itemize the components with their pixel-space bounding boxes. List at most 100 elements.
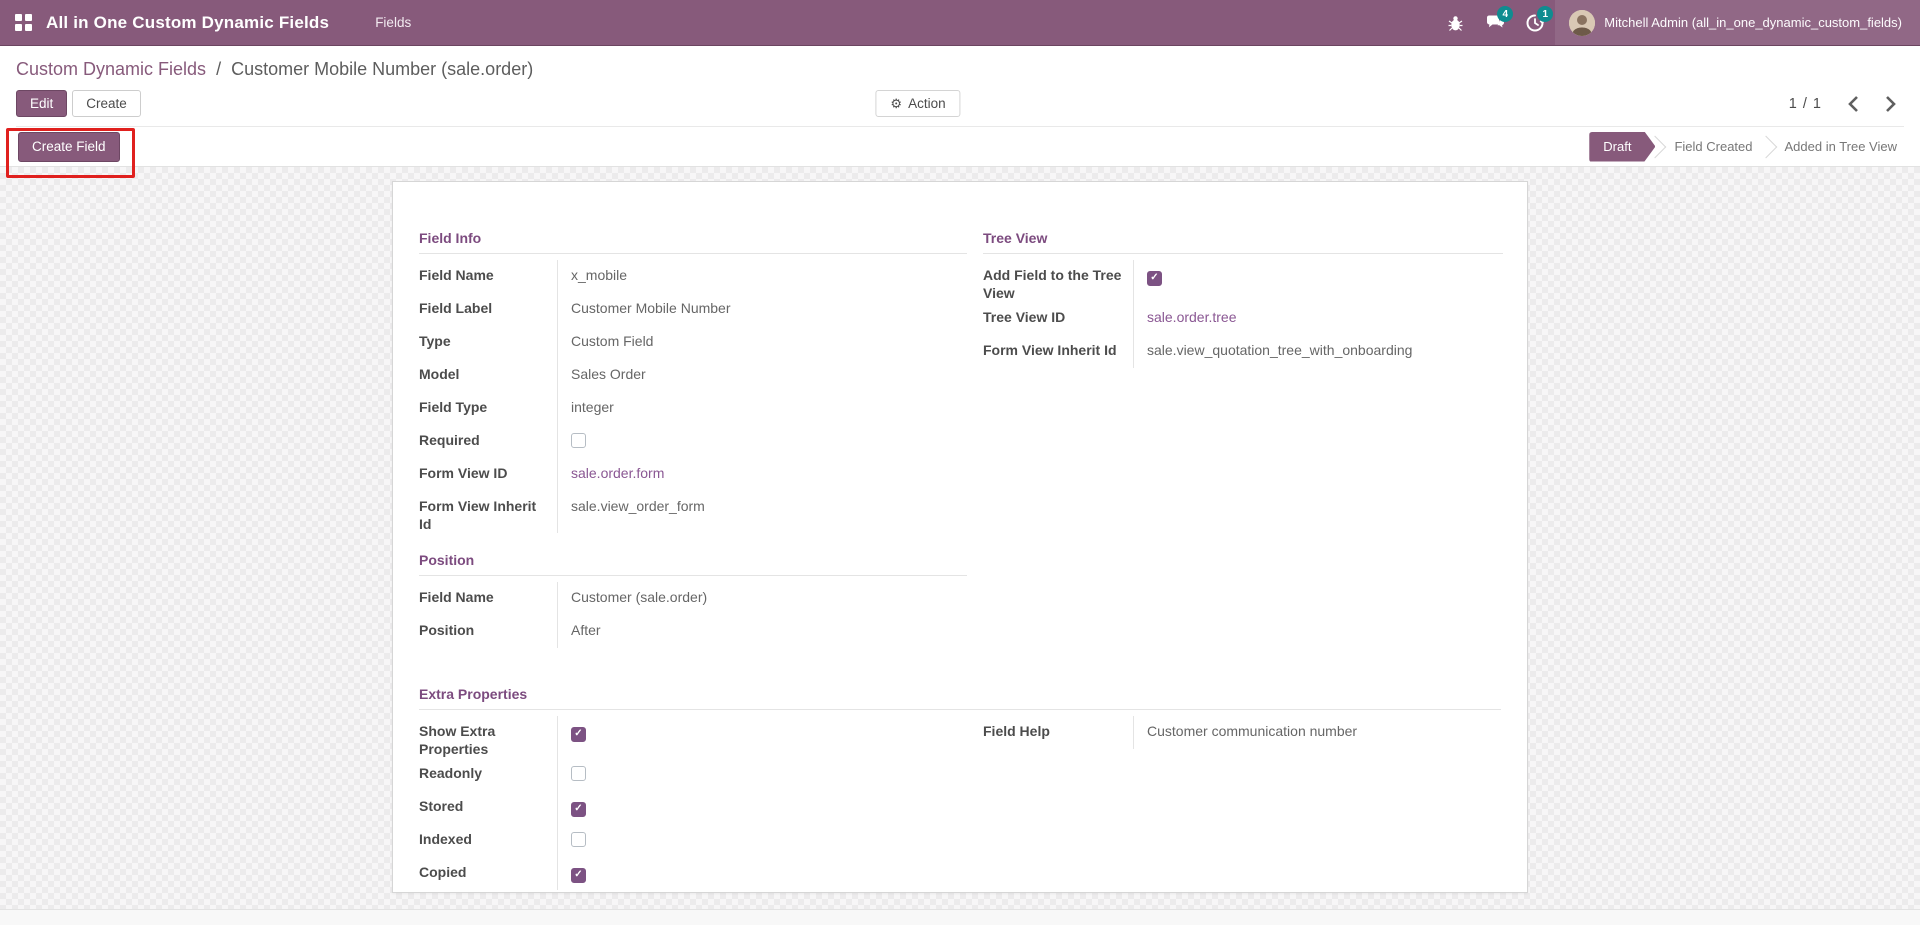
checkbox-show-extra-properties[interactable]: ✓ xyxy=(571,726,586,742)
messages-button[interactable]: 4 xyxy=(1475,0,1515,46)
section-position: Position Field Name Customer (sale.order)… xyxy=(419,552,967,648)
user-menu[interactable]: Mitchell Admin (all_in_one_dynamic_custo… xyxy=(1555,0,1920,45)
field-label: Form View ID xyxy=(419,465,508,481)
field-value xyxy=(557,824,967,857)
pager-previous-button[interactable] xyxy=(1848,95,1859,113)
field-label: Copied xyxy=(419,864,467,880)
create-button[interactable]: Create xyxy=(72,90,141,117)
statusbar-state-draft[interactable]: Draft xyxy=(1589,132,1655,162)
form-row-field-name: Field Name x_mobile xyxy=(419,260,967,293)
field-value: ✓ xyxy=(1133,260,1503,302)
apps-menu-button[interactable] xyxy=(0,0,46,46)
checkbox-add-field-to-the-tree-view[interactable]: ✓ xyxy=(1147,270,1162,286)
field-label: Add Field to the Tree View xyxy=(983,267,1122,301)
chevron-left-icon xyxy=(1848,95,1858,112)
section-field-info: Field Info Field Name x_mobile Field Label… xyxy=(419,230,967,533)
field-label: Field Help xyxy=(983,723,1050,739)
field-value: sale.view_quotation_tree_with_onboarding xyxy=(1133,335,1503,368)
field-label: Position xyxy=(419,622,475,638)
activities-button[interactable]: 1 xyxy=(1515,0,1555,46)
field-value xyxy=(557,758,967,791)
field-value: sale.view_order_form xyxy=(557,491,967,533)
field-label: Readonly xyxy=(419,765,483,781)
form-sheet: Field Info Field Name x_mobile Field Label… xyxy=(392,181,1528,893)
debug-button[interactable] xyxy=(1435,0,1475,46)
pager-next-button[interactable] xyxy=(1885,95,1896,113)
section-title: Extra Properties xyxy=(419,686,1501,710)
field-value: x_mobile xyxy=(557,260,967,293)
field-label: Field Name xyxy=(419,589,494,605)
gear-icon: ⚙ xyxy=(890,96,903,111)
section-title: Position xyxy=(419,552,967,576)
top-navbar: All in One Custom Dynamic Fields Fields … xyxy=(0,0,1920,46)
form-row-indexed: Indexed xyxy=(419,824,967,857)
field-label: Form View Inherit Id xyxy=(419,498,537,532)
field-label: Model xyxy=(419,366,460,382)
breadcrumb-parent-link[interactable]: Custom Dynamic Fields xyxy=(16,59,207,79)
field-label: Form View Inherit Id xyxy=(983,342,1117,358)
edit-button[interactable]: Edit xyxy=(16,90,68,117)
form-row-tree-view-id: Tree View ID sale.order.tree xyxy=(983,302,1503,335)
field-link-tree-view-id[interactable]: sale.order.tree xyxy=(1147,309,1237,325)
form-row-form-view-inherit-id: Form View Inherit Id sale.view_quotation_… xyxy=(983,335,1503,368)
form-view-background: Field Info Field Name x_mobile Field Label… xyxy=(0,167,1920,909)
field-value xyxy=(557,425,967,458)
section-title: Tree View xyxy=(983,230,1503,254)
field-label: Indexed xyxy=(419,831,472,847)
form-row-type: Type Custom Field xyxy=(419,326,967,359)
checkbox-copied[interactable]: ✓ xyxy=(571,867,586,883)
breadcrumb-separator: / xyxy=(216,59,222,79)
field-label: Type xyxy=(419,333,451,349)
apps-grid-icon xyxy=(14,14,32,31)
checkbox-required[interactable] xyxy=(571,433,586,448)
control-buttons-row: Edit Create ⚙ Action 1 / 1 xyxy=(16,90,1904,127)
field-value: sale.order.tree xyxy=(1133,302,1503,335)
menu-fields[interactable]: Fields xyxy=(375,15,412,30)
form-row-form-view-id: Form View ID sale.order.form xyxy=(419,458,967,491)
field-value: Customer communication number xyxy=(1133,716,1503,749)
field-label: Required xyxy=(419,432,480,448)
checkbox-indexed[interactable] xyxy=(571,832,586,847)
pager-value: 1 / 1 xyxy=(1788,95,1822,112)
activities-badge: 1 xyxy=(1537,6,1554,22)
app-title[interactable]: All in One Custom Dynamic Fields xyxy=(46,12,330,32)
breadcrumb: Custom Dynamic Fields / Customer Mobile … xyxy=(16,46,1904,90)
control-panel: Custom Dynamic Fields / Customer Mobile … xyxy=(0,46,1920,127)
statusbar-state-added-in-tree-view[interactable]: Added in Tree View xyxy=(1784,138,1898,154)
user-avatar xyxy=(1569,9,1596,36)
statusbar-state-field-created[interactable]: Field Created xyxy=(1674,138,1753,154)
section-extra-properties: Extra Properties Show Extra Properties ✓ R… xyxy=(419,686,1501,890)
field-value: ✓ xyxy=(557,716,967,758)
action-button[interactable]: ⚙ Action xyxy=(875,90,961,117)
field-label: Stored xyxy=(419,798,464,814)
form-row-readonly: Readonly xyxy=(419,758,967,791)
field-value: ✓ xyxy=(557,791,967,824)
field-label: Field Type xyxy=(419,399,488,415)
field-label: Field Name xyxy=(419,267,494,283)
field-label: Field Label xyxy=(419,300,493,316)
bug-icon xyxy=(1448,15,1463,31)
form-row-required: Required xyxy=(419,425,967,458)
form-row-position: Position After xyxy=(419,615,967,648)
field-value: Customer (sale.order) xyxy=(557,582,967,615)
form-row-show-extra-properties: Show Extra Properties ✓ xyxy=(419,716,967,758)
pager: 1 / 1 xyxy=(1789,95,1904,113)
field-value: sale.order.form xyxy=(557,458,967,491)
field-value: ✓ xyxy=(557,857,967,890)
form-row-stored: Stored ✓ xyxy=(419,791,967,824)
field-value: After xyxy=(557,615,967,648)
create-field-button[interactable]: Create Field xyxy=(18,131,120,162)
form-row-copied: Copied ✓ xyxy=(419,857,967,890)
form-row-field-help: Field Help Customer communication number xyxy=(983,716,1503,749)
form-row-field-name: Field Name Customer (sale.order) xyxy=(419,582,967,615)
form-row-form-view-inherit-id: Form View Inherit Id sale.view_order_form xyxy=(419,491,967,533)
breadcrumb-current: Customer Mobile Number (sale.order) xyxy=(231,59,534,79)
checkbox-readonly[interactable] xyxy=(571,766,586,781)
form-statusbar: Create Field Draft Field Created Added in … xyxy=(0,127,1920,178)
form-row-field-type: Field Type integer xyxy=(419,392,967,425)
user-name: Mitchell Admin (all_in_one_dynamic_custo… xyxy=(1604,15,1902,30)
footer-strip xyxy=(0,909,1920,925)
checkbox-stored[interactable]: ✓ xyxy=(571,801,586,817)
section-title: Field Info xyxy=(419,230,967,254)
field-link-form-view-id[interactable]: sale.order.form xyxy=(571,465,665,481)
